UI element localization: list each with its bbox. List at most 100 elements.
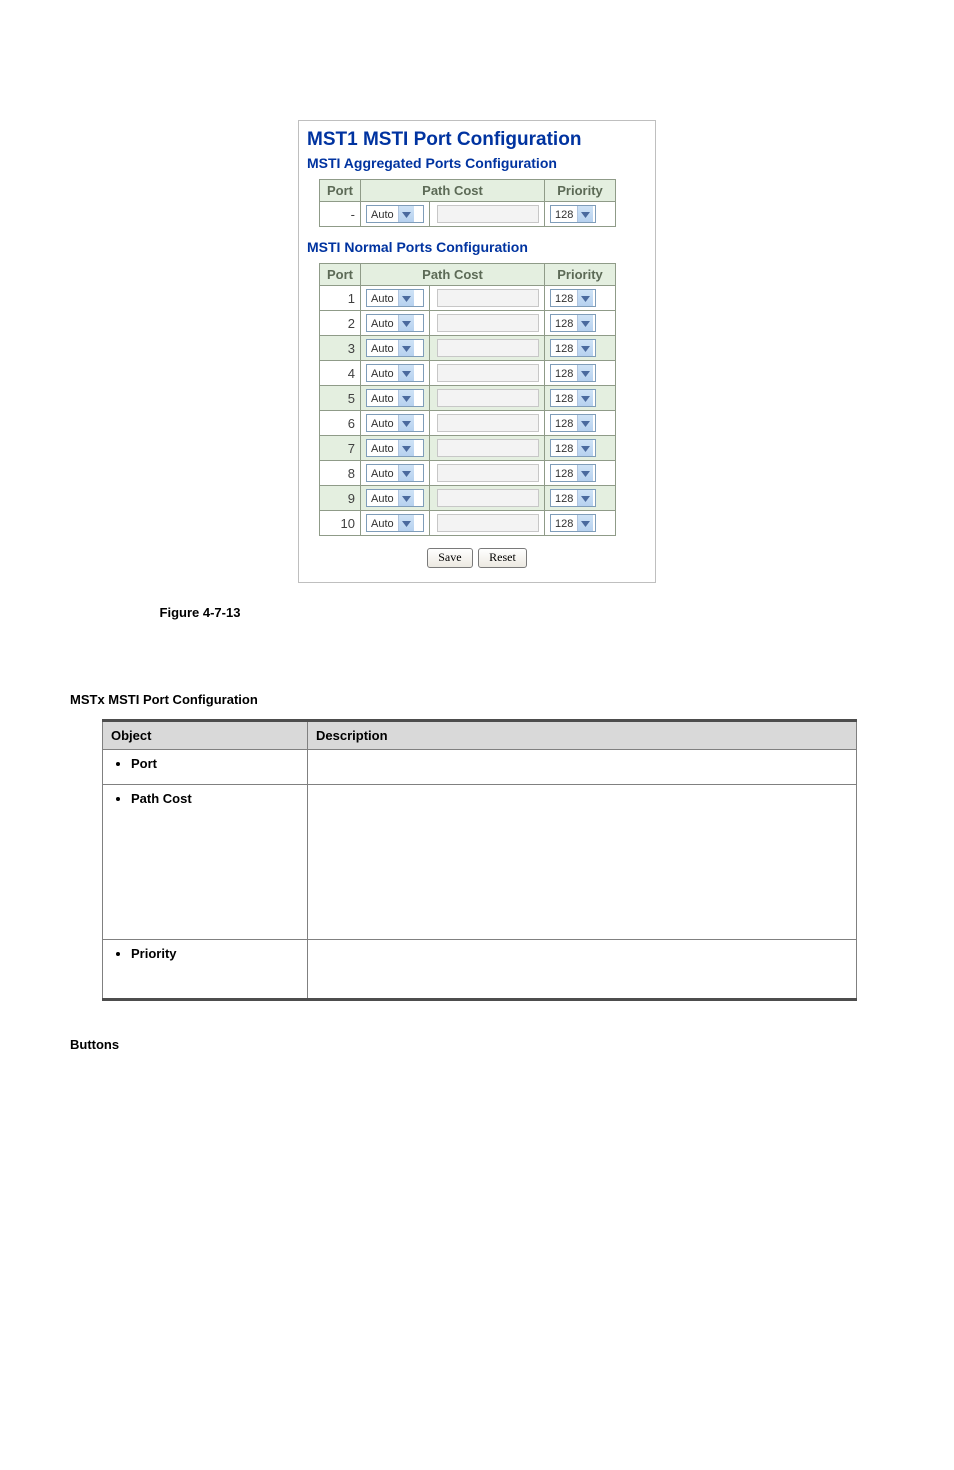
priority-select[interactable]: 128	[550, 314, 596, 332]
chevron-down-icon	[577, 340, 593, 356]
chevron-down-icon	[398, 465, 414, 481]
table-row: 3Auto128	[320, 336, 616, 361]
dropdown-value: Auto	[367, 365, 398, 383]
panel-agg-title: MSTI Aggregated Ports Configuration	[307, 155, 647, 171]
table-row: 8 Auto 128	[320, 461, 616, 486]
dropdown-value: Auto	[367, 206, 398, 224]
dropdown-value: 128	[551, 290, 577, 308]
priority-select[interactable]: 128	[550, 339, 596, 357]
path-cost-mode-select[interactable]: Auto	[366, 414, 424, 432]
aggregated-ports-table: Port Path Cost Priority -Auto128	[319, 179, 616, 227]
path-cost-mode-select[interactable]: Auto	[366, 464, 424, 482]
table-row: 2 Auto 128	[320, 311, 616, 336]
port-number: 6	[320, 411, 361, 436]
priority-select[interactable]: 128	[550, 489, 596, 507]
dropdown-value: 128	[551, 440, 577, 458]
chevron-down-icon	[398, 415, 414, 431]
col-header-pathcost: Path Cost	[361, 264, 545, 286]
path-cost-mode-select[interactable]: Auto	[366, 314, 424, 332]
path-cost-input[interactable]	[437, 439, 539, 457]
path-cost-input[interactable]	[437, 464, 539, 482]
save-button[interactable]: Save	[427, 548, 472, 568]
col-header-port: Port	[320, 180, 361, 202]
table-row: 10Auto128	[320, 511, 616, 536]
chevron-down-icon	[398, 206, 414, 222]
path-cost-mode-select[interactable]: Auto	[366, 439, 424, 457]
chevron-down-icon	[577, 290, 593, 306]
chevron-down-icon	[577, 515, 593, 531]
path-cost-mode-select[interactable]: Auto	[366, 514, 424, 532]
path-cost-input[interactable]	[437, 514, 539, 532]
priority-select[interactable]: 128	[550, 364, 596, 382]
priority-select[interactable]: 128	[550, 414, 596, 432]
port-number: 2	[320, 311, 361, 336]
table-row: 4 Auto 128	[320, 361, 616, 386]
path-cost-mode-select[interactable]: Auto	[366, 489, 424, 507]
priority-select[interactable]: 128	[550, 464, 596, 482]
col-header-pathcost: Path Cost	[361, 180, 545, 202]
priority-select[interactable]: 128	[550, 389, 596, 407]
path-cost-input[interactable]	[437, 414, 539, 432]
description-table: Object Description PortPath CostPriority	[102, 719, 857, 1001]
dropdown-value: 128	[551, 365, 577, 383]
chevron-down-icon	[577, 206, 593, 222]
chevron-down-icon	[398, 390, 414, 406]
desc-header-object: Object	[103, 721, 308, 750]
dropdown-value: 128	[551, 415, 577, 433]
object-name: Port	[131, 756, 299, 771]
chevron-down-icon	[577, 465, 593, 481]
dropdown-value: Auto	[367, 440, 398, 458]
priority-select[interactable]: 128	[550, 289, 596, 307]
path-cost-input[interactable]	[437, 339, 539, 357]
panel-normal-title: MSTI Normal Ports Configuration	[307, 239, 647, 255]
dropdown-value: Auto	[367, 515, 398, 533]
chevron-down-icon	[577, 315, 593, 331]
object-name: Priority	[131, 946, 299, 961]
dropdown-value: 128	[551, 465, 577, 483]
col-header-priority: Priority	[545, 180, 616, 202]
dropdown-value: Auto	[367, 465, 398, 483]
path-cost-input[interactable]	[437, 289, 539, 307]
dropdown-value: Auto	[367, 390, 398, 408]
chevron-down-icon	[398, 290, 414, 306]
path-cost-input[interactable]	[437, 489, 539, 507]
priority-select[interactable]: 128	[550, 205, 596, 223]
dropdown-value: 128	[551, 315, 577, 333]
dropdown-value: 128	[551, 490, 577, 508]
path-cost-mode-select[interactable]: Auto	[366, 339, 424, 357]
description-row: Priority	[103, 940, 857, 1000]
table-row: 5Auto128	[320, 386, 616, 411]
msti-port-config-panel: MST1 MSTI Port Configuration MSTI Aggreg…	[298, 120, 656, 583]
dropdown-value: 128	[551, 340, 577, 358]
path-cost-mode-select[interactable]: Auto	[366, 389, 424, 407]
panel-main-title: MST1 MSTI Port Configuration	[307, 129, 647, 151]
chevron-down-icon	[398, 440, 414, 456]
chevron-down-icon	[398, 340, 414, 356]
chevron-down-icon	[398, 315, 414, 331]
port-number: 1	[320, 286, 361, 311]
col-header-priority: Priority	[545, 264, 616, 286]
path-cost-input[interactable]	[437, 314, 539, 332]
path-cost-mode-select[interactable]: Auto	[366, 364, 424, 382]
port-number: 8	[320, 461, 361, 486]
path-cost-input[interactable]	[437, 364, 539, 382]
object-name: Path Cost	[131, 791, 299, 806]
path-cost-input[interactable]	[437, 205, 539, 223]
table-row: 6 Auto 128	[320, 411, 616, 436]
path-cost-input[interactable]	[437, 389, 539, 407]
dropdown-value: 128	[551, 206, 577, 224]
object-description	[308, 785, 857, 940]
path-cost-mode-select[interactable]: Auto	[366, 289, 424, 307]
path-cost-mode-select[interactable]: Auto	[366, 205, 424, 223]
description-row: Port	[103, 750, 857, 785]
normal-ports-table: Port Path Cost Priority 1Auto1282Auto128…	[319, 263, 616, 536]
reset-button[interactable]: Reset	[478, 548, 527, 568]
priority-select[interactable]: 128	[550, 514, 596, 532]
chevron-down-icon	[577, 390, 593, 406]
dropdown-value: Auto	[367, 340, 398, 358]
port-number: 4	[320, 361, 361, 386]
table-row: 1 Auto 128	[320, 286, 616, 311]
priority-select[interactable]: 128	[550, 439, 596, 457]
table-row: -Auto128	[320, 202, 616, 227]
dropdown-value: 128	[551, 515, 577, 533]
